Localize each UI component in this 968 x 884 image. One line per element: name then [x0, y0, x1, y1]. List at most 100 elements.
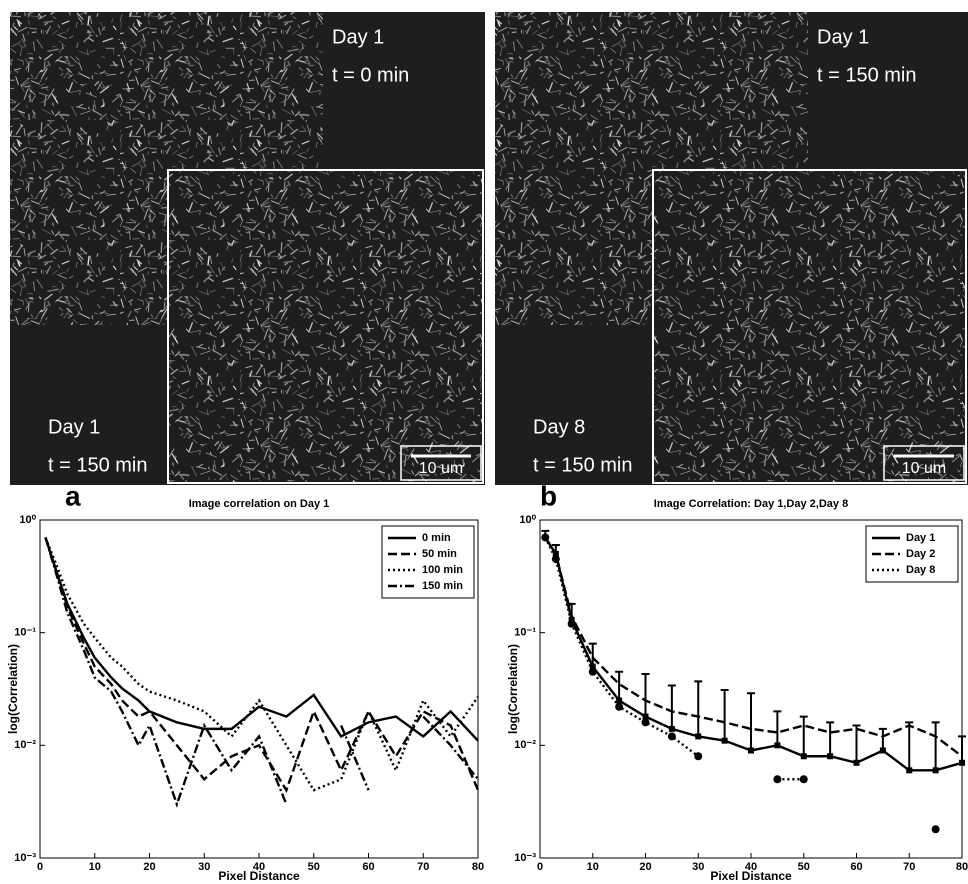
- micrograph: [167, 169, 484, 484]
- marker: [615, 702, 624, 711]
- legend-label: 50 min: [422, 548, 457, 560]
- x-tick-label: 20: [639, 861, 651, 873]
- y-tick-label: 10⁻¹: [14, 627, 36, 639]
- x-tick-label: 50: [308, 861, 320, 873]
- scale-box: [883, 445, 965, 481]
- marker: [773, 775, 782, 784]
- x-tick-label: 50: [798, 861, 810, 873]
- x-tick-label: 40: [253, 861, 265, 873]
- scale-box: [400, 445, 482, 481]
- error-bar: [641, 672, 650, 717]
- time-label: t = 150 min: [817, 64, 917, 86]
- chart-title: Image Correlation: Day 1,Day 2,Day 8: [654, 498, 848, 510]
- error-bar: [931, 721, 940, 771]
- marker: [694, 752, 703, 761]
- legend-label: 150 min: [422, 580, 463, 592]
- micrograph: [652, 169, 967, 484]
- day-label: Day 1: [332, 26, 384, 48]
- marker: [567, 619, 576, 628]
- error-bar: [852, 724, 861, 763]
- marker: [827, 753, 834, 760]
- marker: [589, 663, 596, 670]
- marker: [541, 533, 550, 542]
- series-line: [544, 536, 963, 758]
- error-bar: [799, 715, 808, 757]
- error-bar: [694, 680, 703, 737]
- time-label: t = 150 min: [48, 454, 148, 476]
- marker: [668, 725, 675, 732]
- x-tick-label: 20: [143, 861, 155, 873]
- chart-title: Image correlation on Day 1: [189, 498, 330, 510]
- x-axis-label: Pixel Distance: [710, 869, 792, 883]
- series-line: [44, 537, 479, 792]
- series-line: [544, 536, 963, 772]
- y-axis-label: log(Correlation): [506, 644, 520, 734]
- time-label: t = 0 min: [332, 64, 409, 86]
- series-line: [44, 537, 479, 808]
- marker: [721, 737, 728, 744]
- x-tick-label: 0: [37, 861, 43, 873]
- marker: [931, 825, 940, 834]
- y-tick-label: 10⁻²: [514, 739, 536, 751]
- x-tick-label: 80: [956, 861, 968, 873]
- x-tick-label: 10: [587, 861, 599, 873]
- panel-letter: b: [540, 480, 557, 511]
- error-bar: [615, 670, 624, 701]
- marker: [959, 759, 965, 766]
- error-bar: [958, 735, 966, 763]
- marker: [667, 732, 676, 741]
- error-bar: [773, 710, 782, 746]
- marker: [695, 733, 702, 740]
- day-label: Day 1: [48, 416, 100, 438]
- y-axis-label: log(Correlation): [6, 644, 20, 734]
- error-bar: [905, 721, 914, 771]
- time-label: t = 150 min: [533, 454, 633, 476]
- x-tick-label: 70: [417, 861, 429, 873]
- error-bar: [826, 721, 835, 757]
- marker: [748, 747, 754, 754]
- x-tick-label: 60: [850, 861, 862, 873]
- scale-label: 10 um: [419, 460, 463, 477]
- x-tick-label: 40: [745, 861, 757, 873]
- panel-letter: a: [65, 480, 81, 511]
- marker: [774, 742, 781, 749]
- x-tick-label: 70: [903, 861, 915, 873]
- marker: [642, 713, 649, 720]
- legend-box: [865, 525, 959, 583]
- marker: [853, 759, 860, 766]
- error-bar: [720, 688, 729, 741]
- marker: [641, 718, 650, 727]
- marker: [588, 667, 597, 676]
- marker: [616, 697, 623, 704]
- x-tick-label: 30: [692, 861, 704, 873]
- error-bar: [878, 727, 887, 751]
- marker: [799, 775, 808, 784]
- error-bar: [667, 684, 676, 729]
- scale-label: 10 um: [902, 460, 946, 477]
- legend-label: Day 1: [906, 532, 935, 544]
- x-tick-label: 10: [89, 861, 101, 873]
- marker: [932, 767, 939, 774]
- y-tick-label: 10⁻²: [14, 739, 36, 751]
- marker: [551, 555, 560, 564]
- legend-label: Day 2: [906, 548, 935, 560]
- error-bar: [588, 642, 597, 667]
- day-label: Day 8: [533, 416, 585, 438]
- day-label: Day 1: [817, 26, 869, 48]
- marker: [800, 753, 807, 760]
- legend-label: 100 min: [422, 564, 463, 576]
- y-tick-label: 10⁰: [19, 514, 36, 526]
- y-tick-label: 10⁻¹: [514, 627, 536, 639]
- x-tick-label: 30: [198, 861, 210, 873]
- x-tick-label: 0: [537, 861, 543, 873]
- error-bar: [747, 692, 755, 751]
- series-line: [44, 537, 480, 793]
- x-tick-label: 80: [472, 861, 484, 873]
- x-axis-label: Pixel Distance: [218, 869, 300, 883]
- legend-label: 0 min: [422, 532, 451, 544]
- marker: [879, 747, 886, 754]
- y-tick-label: 10⁰: [519, 514, 536, 526]
- x-tick-label: 60: [362, 861, 374, 873]
- marker: [906, 767, 913, 774]
